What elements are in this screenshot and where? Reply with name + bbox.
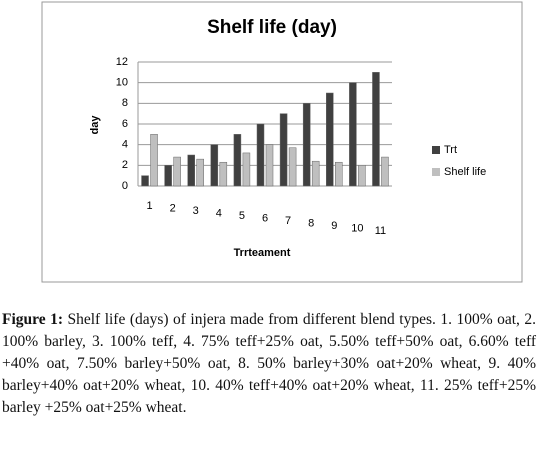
y-tick-label: 2 <box>122 159 128 171</box>
bar <box>326 92 334 187</box>
x-tick-label: 9 <box>331 220 337 232</box>
bar <box>242 152 251 187</box>
y-axis-label: day <box>89 115 101 135</box>
y-tick-label: 12 <box>116 56 128 68</box>
x-tick-label: 8 <box>308 217 314 229</box>
caption: Figure 1: Shelf life (days) of injera ma… <box>2 309 536 419</box>
legend-label: Shelf life <box>444 166 486 178</box>
legend-swatch <box>432 146 440 154</box>
x-tick-label: 11 <box>375 225 386 237</box>
bar <box>141 175 149 187</box>
legend-swatch <box>432 168 440 176</box>
x-tick-label: 4 <box>216 207 222 219</box>
bar <box>256 123 265 187</box>
bar <box>265 144 274 187</box>
bar <box>210 144 219 187</box>
x-tick-label: 1 <box>146 200 152 212</box>
bar <box>381 156 389 187</box>
caption-label: Figure 1: <box>2 311 64 328</box>
x-axis-label: Trrteament <box>234 247 291 259</box>
bar <box>372 72 380 187</box>
x-tick-label: 7 <box>285 215 291 227</box>
y-tick-label: 4 <box>122 139 128 151</box>
bar <box>219 161 228 187</box>
y-tick-label: 8 <box>122 97 128 109</box>
bar <box>302 103 311 187</box>
bar <box>150 134 158 187</box>
bar <box>187 154 195 187</box>
bar <box>288 147 297 187</box>
x-tick-label: 5 <box>239 210 245 222</box>
bar <box>279 113 288 187</box>
bar <box>311 160 320 187</box>
y-tick-label: 0 <box>122 180 128 192</box>
bar <box>349 82 357 187</box>
x-tick-label: 10 <box>351 222 363 234</box>
bar <box>164 165 172 187</box>
caption-text: Shelf life (days) of injera made from di… <box>2 311 537 416</box>
x-tick-label: 3 <box>193 205 199 217</box>
bar <box>358 165 366 187</box>
chart: Shelf life (day) day Trrteament 0 2 4 6 8 10 1… <box>41 1 523 283</box>
chart-title: Shelf life (day) <box>207 17 337 38</box>
bar <box>233 134 242 187</box>
y-tick-label: 6 <box>122 118 128 130</box>
x-tick-label: 6 <box>262 212 268 224</box>
y-tick-label: 10 <box>116 77 128 89</box>
bar <box>196 158 204 187</box>
bar <box>335 161 343 187</box>
x-tick-label: 2 <box>170 202 176 214</box>
bar <box>173 156 181 187</box>
legend-label: Trt <box>444 144 457 156</box>
